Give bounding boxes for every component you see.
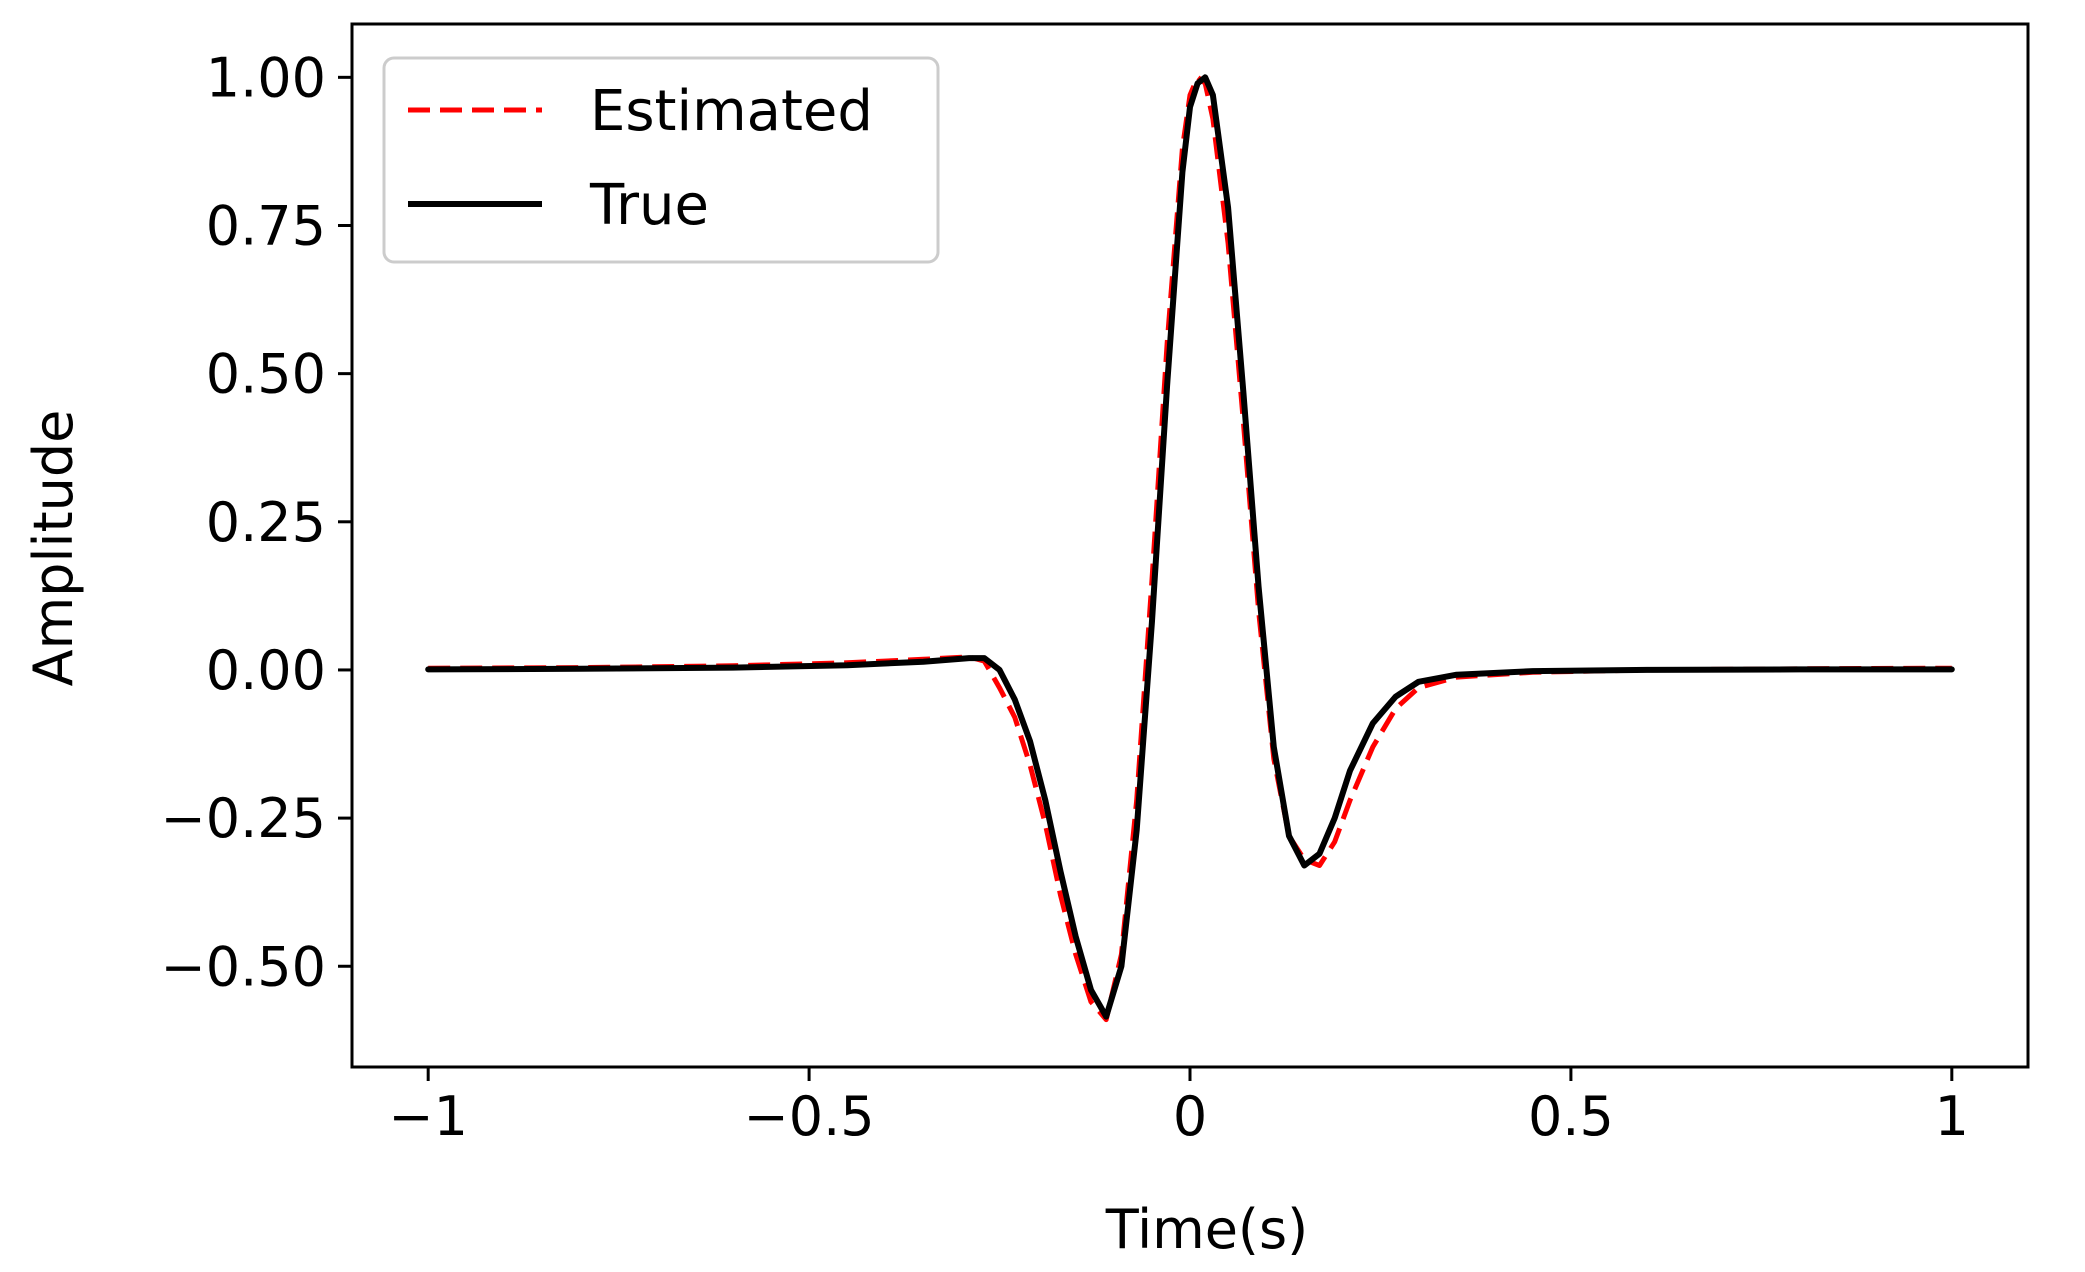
legend-label-estimated: Estimated: [590, 79, 873, 144]
y-tick-label: −0.50: [161, 935, 326, 998]
x-axis-ticks: −1 −0.5 0 0.5 1: [388, 1067, 1969, 1148]
y-axis-ticks: 1.00 0.75 0.50 0.25 0.00 −0.25 −0.50: [161, 46, 352, 998]
y-tick-label: 0.00: [206, 639, 326, 702]
x-tick-label: 0: [1173, 1085, 1207, 1148]
y-tick-label: 1.00: [206, 46, 326, 109]
x-tick-label: 1: [1935, 1085, 1969, 1148]
y-tick-label: 0.75: [206, 194, 326, 257]
legend: Estimated True: [382, 56, 940, 264]
y-tick-label: 0.25: [206, 491, 326, 554]
y-axis-label: Amplitude: [22, 410, 85, 687]
y-tick-label: −0.25: [161, 787, 326, 850]
x-axis-label: Time(s): [1105, 1198, 1308, 1261]
series-line-true: [425, 74, 1955, 1020]
x-tick-label: −0.5: [744, 1085, 875, 1148]
x-tick-label: −1: [388, 1085, 468, 1148]
series-line-estimated: [428, 74, 1952, 1023]
legend-label-true: True: [589, 173, 709, 238]
y-tick-label: 0.50: [206, 343, 326, 406]
series-layer: [425, 74, 1955, 1023]
x-tick-label: 0.5: [1528, 1085, 1614, 1148]
